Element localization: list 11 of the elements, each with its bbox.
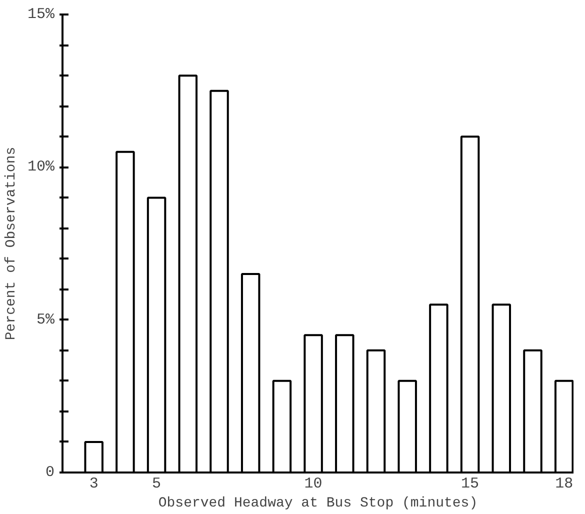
y-tick-label: 5% (36, 311, 56, 328)
x-tick-label: 18 (555, 476, 574, 492)
x-tick-label: 15 (461, 476, 480, 492)
y-tick-label: 0 (46, 464, 55, 481)
y-axis-title: Percent of Observations (3, 146, 20, 340)
x-tick-label: 3 (89, 476, 98, 492)
x-tick-label: 5 (152, 476, 162, 492)
x-tick-label: 10 (304, 476, 322, 492)
y-tick-label: 10% (27, 158, 56, 176)
y-tick-label: 15% (27, 6, 56, 23)
x-axis-title: Observed Headway at Bus Stop (minutes) (158, 496, 478, 512)
